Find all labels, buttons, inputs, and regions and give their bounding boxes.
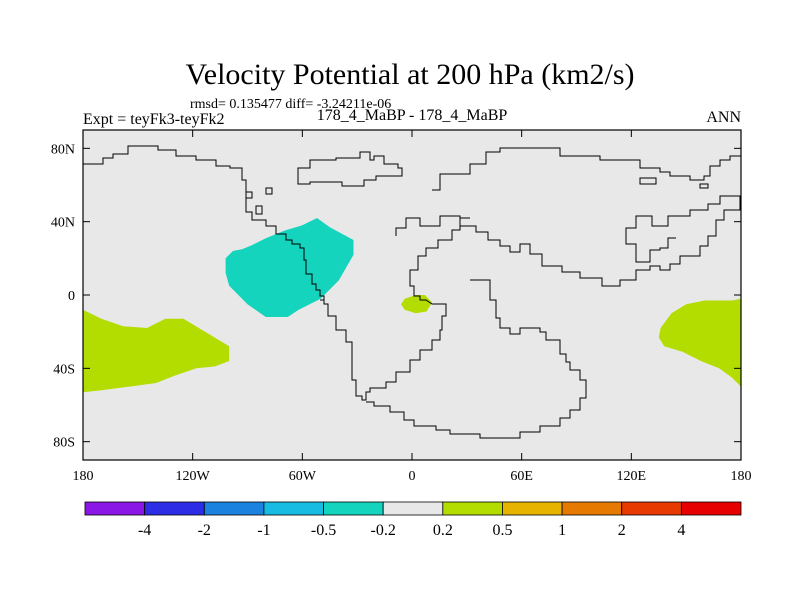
colorbar-label: 1 bbox=[558, 522, 566, 539]
x-tick-label: 60W bbox=[289, 469, 317, 484]
x-tick-label: 120E bbox=[617, 469, 647, 484]
x-axis: 180 120W 60W 0 60E 120E 180 bbox=[73, 130, 752, 484]
x-tick-label: 120W bbox=[176, 469, 211, 484]
colorbar-label: 0.5 bbox=[492, 522, 512, 539]
coastline-arctic bbox=[432, 147, 741, 191]
coastline-south-america bbox=[320, 217, 470, 401]
season-label: ANN bbox=[706, 109, 741, 126]
colorbar: -4 -2 -1 -0.5 -0.2 0.2 0.5 1 2 4 bbox=[84, 501, 742, 539]
coastline-asia-south bbox=[366, 279, 587, 439]
colorbar-label: -2 bbox=[198, 522, 211, 539]
colorbar-label: 0.2 bbox=[433, 522, 453, 539]
colorbar-swatch-9 bbox=[621, 501, 682, 516]
y-tick-label: 80N bbox=[51, 142, 75, 157]
anomaly-fills bbox=[83, 218, 741, 393]
chart-title: Velocity Potential at 200 hPa (km2/s) bbox=[185, 58, 634, 91]
anomaly-region-2 bbox=[83, 309, 230, 393]
colorbar-label: 2 bbox=[618, 522, 626, 539]
x-tick-label: 180 bbox=[73, 469, 94, 484]
x-tick-label: 60E bbox=[510, 469, 533, 484]
y-tick-label: 40N bbox=[51, 216, 75, 231]
colorbar-label: -0.5 bbox=[311, 522, 336, 539]
x-tick-label: 0 bbox=[409, 469, 416, 484]
colorbar-swatch-2 bbox=[203, 501, 265, 516]
period-label: 178_4_MaBP - 178_4_MaBP bbox=[317, 107, 508, 124]
colorbar-swatch-3 bbox=[263, 501, 324, 516]
experiment-label: Expt = teyFk3-teyFk2 bbox=[83, 111, 224, 128]
coastline-north-america bbox=[83, 145, 325, 302]
y-tick-label: 80S bbox=[53, 436, 75, 451]
map-background bbox=[83, 130, 741, 460]
colorbar-label: -1 bbox=[257, 522, 270, 539]
colorbar-label: -4 bbox=[138, 522, 151, 539]
stats-label: rmsd= 0.135477 diff= -3.24211e-06 bbox=[190, 97, 391, 112]
anomaly-region-3 bbox=[658, 298, 741, 387]
x-tick-label: 180 bbox=[731, 469, 752, 484]
colorbar-swatch-6 bbox=[442, 501, 503, 516]
colorbar-swatch-4 bbox=[323, 501, 384, 516]
colorbar-swatch-1 bbox=[144, 501, 205, 516]
colorbar-label: 4 bbox=[677, 522, 685, 539]
y-tick-label: 40S bbox=[53, 362, 75, 377]
y-tick-label: 0 bbox=[68, 289, 75, 304]
coastline-arctic-islands bbox=[245, 177, 709, 215]
colorbar-swatch-5 bbox=[382, 501, 444, 516]
coastline-greenland bbox=[297, 151, 403, 187]
colorbar-swatch-10 bbox=[680, 501, 742, 516]
anomaly-region-0 bbox=[225, 218, 354, 317]
coastline-africa-eurasia bbox=[395, 195, 741, 287]
colorbar-label: -0.2 bbox=[371, 522, 396, 539]
colorbar-swatch-0 bbox=[84, 501, 146, 516]
map-panel: 180 120W 60W 0 60E 120E 180 80N 40N 0 40S 80S bbox=[51, 129, 752, 484]
colorbar-swatch-8 bbox=[561, 501, 623, 516]
colorbar-swatch-7 bbox=[502, 501, 563, 516]
y-axis: 80N 40N 0 40S 80S bbox=[51, 142, 741, 451]
